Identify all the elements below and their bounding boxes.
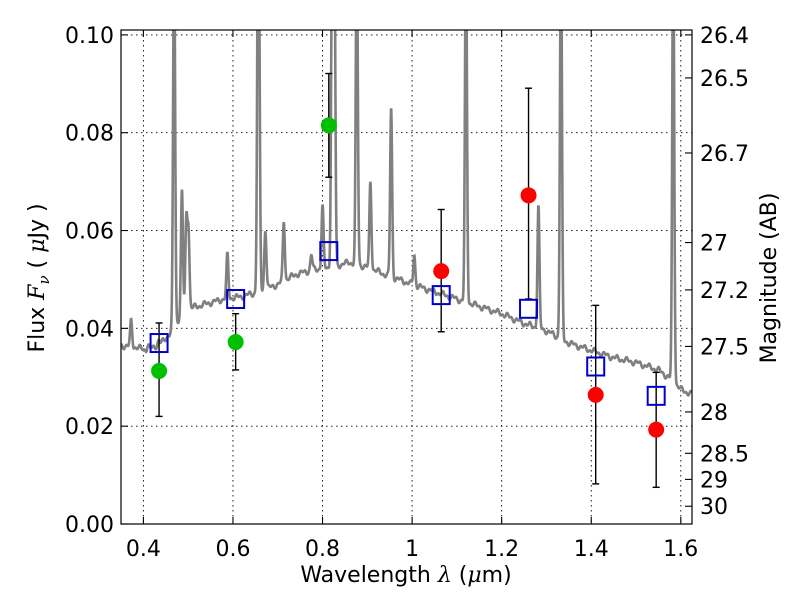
mag-tick-label: 28 (700, 401, 728, 426)
data-point (587, 386, 604, 403)
model-square (646, 385, 666, 406)
mag-tick-label: 30 (700, 495, 728, 520)
right-axis-title: Magnitude (AB) (757, 193, 782, 364)
x-axis-title: Wavelength λ (μm) (300, 563, 511, 588)
y-tick-label: 0.04 (65, 317, 114, 342)
x-tick-label: 1.6 (663, 537, 698, 562)
x-tick-label: 1 (405, 537, 419, 562)
data-point (648, 421, 665, 438)
x-tick-label: 0.6 (215, 537, 250, 562)
grid (121, 30, 692, 525)
data-point (227, 334, 244, 351)
x-tick-label: 0.4 (126, 537, 161, 562)
model-square (149, 333, 169, 354)
model-square (319, 241, 339, 262)
data-point (520, 187, 537, 204)
x-tick-label: 1.4 (574, 537, 609, 562)
model-square (431, 285, 451, 306)
x-tick-label: 0.8 (305, 537, 340, 562)
mag-tick-label: 28.5 (700, 442, 749, 467)
y-tick-label: 0.00 (65, 513, 114, 538)
model-square (586, 356, 606, 377)
x-tick-label: 1.2 (484, 537, 519, 562)
data-point (151, 362, 168, 379)
model-spectrum (121, 30, 692, 397)
data-point (433, 263, 450, 280)
y-tick-label: 0.06 (65, 220, 114, 245)
mag-tick-label: 26.7 (700, 142, 749, 167)
mag-tick-label: 27 (700, 232, 728, 257)
data-points (149, 72, 666, 489)
mag-tick-label: 26.4 (700, 24, 749, 49)
spectrum-line (121, 30, 692, 397)
mag-tick-label: 27.5 (700, 335, 749, 360)
model-square (226, 289, 246, 310)
mag-tick-label: 27.2 (700, 279, 749, 304)
y-tick-label: 0.10 (65, 24, 114, 49)
data-point (320, 117, 337, 134)
axis-ticks: 0.4 0.6 0.8 1 1.2 1.4 1.6 0.00 0.02 0.04 0.06 0.08 0… (65, 24, 749, 562)
mag-tick-label: 26.5 (700, 67, 749, 92)
model-square (519, 298, 539, 319)
y-axis-title: Flux Fν ( μJy ) (25, 203, 53, 352)
y-tick-label: 0.02 (65, 415, 114, 440)
mag-tick-label: 29 (700, 468, 728, 493)
y-tick-label: 0.08 (65, 122, 114, 147)
plot-frame (120, 29, 693, 525)
